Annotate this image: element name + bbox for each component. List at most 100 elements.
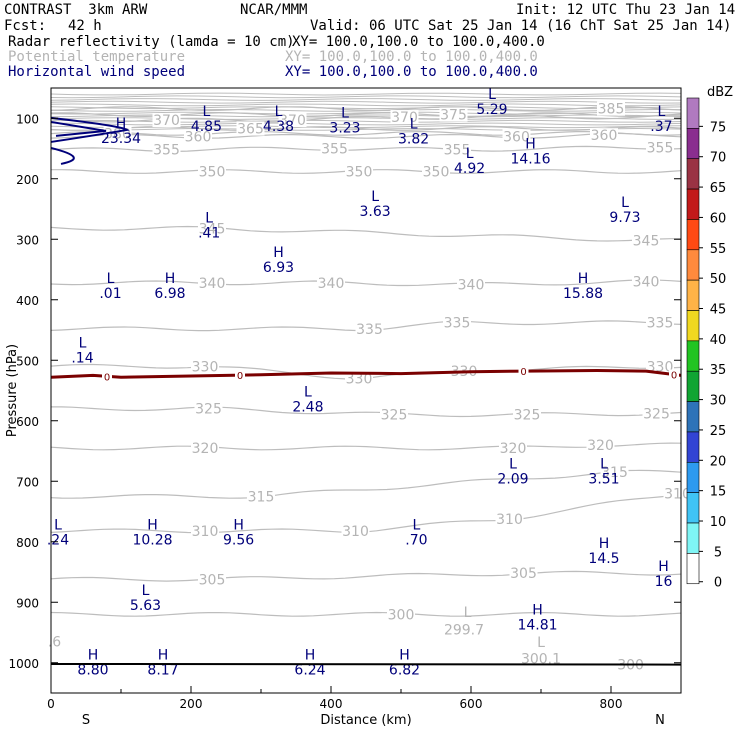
y-tick-label: 600 — [16, 415, 39, 429]
wind-contour-jet — [50, 116, 130, 143]
theta-label: 325 — [195, 402, 222, 418]
wind-extremum-type: L — [657, 104, 665, 120]
model-title: CONTRAST 3km ARW — [4, 2, 148, 18]
valid-time: Valid: 06 UTC Sat 25 Jan 14 (16 ChT Sat … — [310, 18, 732, 34]
theta-contour-upper — [50, 100, 682, 104]
reflectivity-contour-label: 0 — [520, 367, 526, 378]
wind-extremum-type: H — [658, 559, 669, 575]
wind-extremum-type: L — [341, 106, 349, 122]
field-reflectivity-xy: XY= 100.0,100.0 to 100.0,400.0 — [292, 34, 545, 50]
wind-extremum-type: L — [54, 518, 62, 534]
theta-label-bg — [345, 164, 373, 179]
y-axis-label: Pressure (hPa) — [5, 344, 20, 437]
theta-contour-upper — [50, 106, 682, 110]
colorbar-label: 45 — [710, 303, 727, 318]
theta-label-bg — [380, 407, 408, 422]
theta-label: 375 — [440, 108, 467, 124]
theta-contour-upper — [50, 98, 682, 101]
wind-extremum-value: 23.34 — [101, 131, 141, 147]
y-tick-label: 200 — [16, 173, 39, 187]
y-tick-label: 100 — [16, 112, 39, 126]
wind-extremum-value: 6.93 — [263, 260, 294, 276]
theta-label-bg — [590, 128, 618, 143]
theta-label: 340 — [458, 278, 485, 294]
theta-label-bg — [198, 275, 226, 290]
reflectivity-contour-label: 0 — [671, 371, 677, 382]
wind-extremum-type: H — [147, 518, 158, 534]
theta-label: 340 — [199, 276, 226, 292]
colorbar-swatch — [686, 128, 700, 160]
reflectivity-contour-label: 0 — [237, 371, 243, 382]
wind-extremum-type: H — [532, 602, 543, 618]
wind-extremum-value: 6.24 — [294, 663, 325, 679]
theta-label-bg — [457, 277, 485, 292]
wind-extremum-type: H — [599, 536, 610, 552]
source-label: NCAR/MMM — [240, 2, 308, 18]
theta-label-bg — [495, 511, 524, 526]
theta-contour-320 — [50, 442, 682, 451]
theta-label-bg — [320, 141, 349, 156]
wind-extremum-type: L — [202, 104, 210, 120]
theta-label-bg — [499, 440, 527, 455]
wind-extremum-type: L — [488, 87, 496, 103]
wind-extremum-type: H — [88, 648, 99, 664]
wind-extremum-type: L — [509, 457, 517, 473]
y-tick-label: 800 — [16, 536, 39, 550]
colorbar-label: 0 — [714, 576, 722, 591]
theta-label-bg — [191, 359, 219, 374]
theta-label-bg — [439, 107, 468, 122]
theta-label: 335 — [647, 316, 674, 332]
theta-label: 350 — [346, 164, 373, 180]
theta-label: 345 — [199, 221, 226, 237]
colorbar-label: 65 — [710, 181, 727, 196]
wind-extremum-value: 6.98 — [154, 286, 185, 302]
field-wind-xy: XY= 100.0,100.0 to 100.0,400.0 — [285, 64, 538, 80]
wind-extremum-value: 9.73 — [609, 210, 640, 226]
colorbar-swatch — [686, 188, 700, 220]
theta-label: 315 — [248, 489, 275, 505]
wind-extremum-type: H — [165, 271, 176, 287]
theta-label: 315 — [601, 465, 628, 481]
wind-extremum-type: L — [412, 518, 420, 534]
wind-extremum-value: 14.16 — [510, 152, 550, 168]
theta-label: 325 — [643, 406, 670, 422]
theta-contour-355 — [50, 145, 682, 153]
wind-extremum-type: H — [305, 648, 316, 664]
colorbar-swatch — [686, 401, 700, 433]
theta-label: 360 — [591, 128, 618, 144]
wind-extremum-type: L — [142, 583, 150, 599]
theta-label: 370 — [391, 110, 418, 126]
theta-label-bg — [184, 129, 212, 144]
theta-contour-325 — [51, 406, 682, 418]
theta-label: 360 — [503, 129, 530, 145]
wind-extremum-value: 4.38 — [263, 119, 294, 135]
colorbar-swatch — [686, 310, 700, 342]
wind-extremum-value: 2.09 — [497, 472, 528, 488]
wind-extremum-type: H — [399, 648, 410, 664]
y-tick-label: 300 — [16, 233, 39, 247]
theta-contour-upper — [50, 111, 682, 115]
theta-label-bg — [597, 101, 625, 116]
reflectivity-contour-label: 0 — [104, 372, 110, 383]
theta-label: 310 — [342, 524, 369, 540]
theta-extrema-label: 299.7 — [444, 622, 484, 638]
theta-label-bg — [443, 315, 471, 330]
wind-extremum-value: 3.63 — [360, 204, 391, 220]
colorbar-label: 60 — [710, 211, 727, 226]
theta-label-bg — [345, 371, 373, 386]
theta-label: 350 — [423, 164, 450, 180]
wind-extremum-value: 16 — [655, 574, 673, 590]
wind-extremum-type: H — [116, 116, 127, 132]
reflectivity-label-bg — [518, 366, 529, 377]
theta-label-bg — [422, 164, 450, 179]
theta-extrema-label: .6 — [48, 635, 61, 651]
colorbar-swatch — [686, 249, 700, 281]
wind-extremum-type: L — [107, 271, 115, 287]
wind-extremum-type: L — [410, 117, 418, 133]
theta-label: 310 — [664, 486, 691, 502]
theta-label-bg — [443, 142, 471, 157]
colorbar-label: 5 — [714, 545, 722, 560]
theta-label-bg — [317, 275, 345, 290]
ground-line — [50, 662, 682, 666]
theta-contour-345 — [50, 225, 681, 242]
